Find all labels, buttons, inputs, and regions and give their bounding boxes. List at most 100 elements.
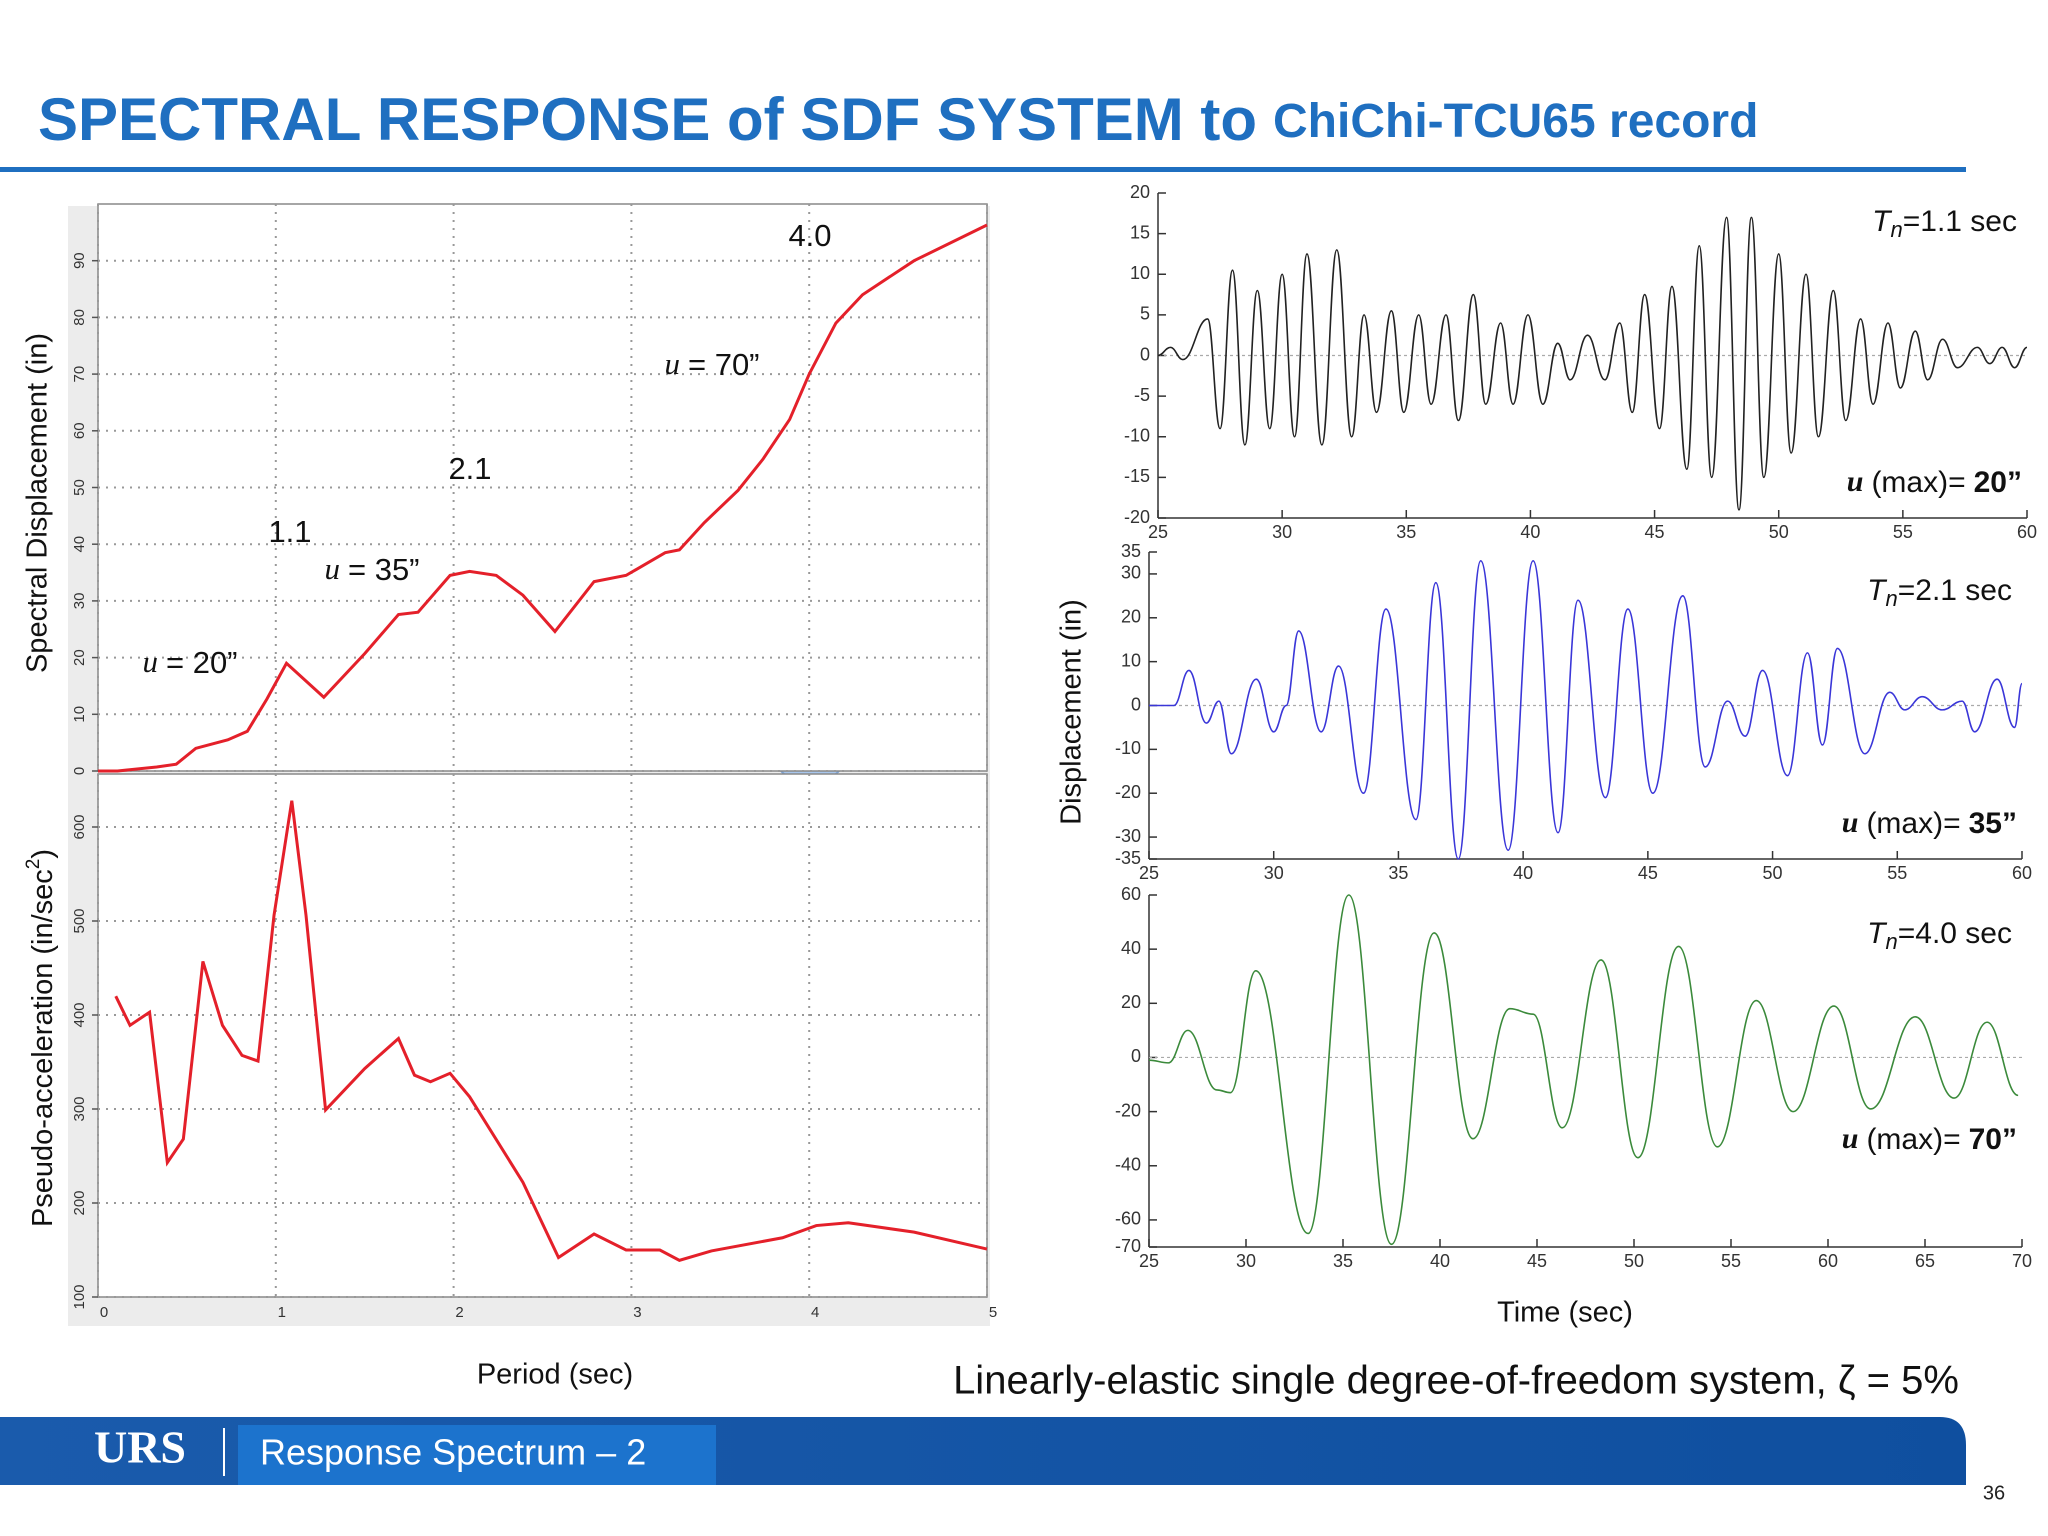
period-label: Tn=1.1 sec [1872,205,2017,242]
plot-area [97,773,988,1298]
y-tick-label: 90 [71,252,88,269]
series-line [114,800,988,1262]
x-tick-label: 1 [278,1304,286,1321]
x-axis-label: Period (sec) [477,1359,633,1391]
y-tick-label: -20 [1115,1100,1141,1120]
period-label: Tn=2.1 sec [1867,574,2012,611]
x-tick-label: 70 [2012,1251,2032,1271]
plot-area [97,203,988,772]
max-text: (max)= [1871,466,1965,499]
x-tick-label: 50 [1624,1251,1644,1271]
y-tick-label: 20 [71,649,88,666]
period-symbol: T [1872,205,1893,238]
y-tick-label: 20 [1130,182,1150,202]
footer-section: Response Spectrum – 2 [260,1432,646,1473]
page-number: 36 [1983,1482,2005,1504]
annotation-value: = 20” [166,645,238,680]
period-symbol: T [1867,574,1888,607]
x-tick-label: 30 [1264,863,1284,883]
x-tick-label: 55 [1893,522,1913,542]
max-text: (max)= [1866,1123,1960,1156]
x-tick-label: 60 [2012,863,2032,883]
max-value: 20” [1974,466,2022,499]
period-text: =4.0 sec [1898,917,2012,950]
annotation-value: = 70” [688,347,760,382]
y-tick-label: 0 [1140,344,1150,364]
series-line [1148,559,2023,860]
y-tick-label: 600 [71,814,88,839]
y-tick-label: -70 [1115,1236,1141,1256]
y-tick-label: -5 [1134,385,1150,405]
x-tick-label: 35 [1388,863,1408,883]
x-tick-label: 45 [1638,863,1658,883]
y-tick-label: -40 [1115,1155,1141,1175]
x-tick-label: 25 [1139,863,1159,883]
x-tick-label: 30 [1236,1251,1256,1271]
period-symbol: T [1867,917,1888,950]
y-axis-label: Pseudo-acceleration (in/sec2) [23,849,59,1227]
slide-title: SPECTRAL RESPONSE of SDF SYSTEM to ChiChi… [38,86,1758,153]
x-tick-label: 3 [633,1304,641,1321]
y-tick-label: 40 [1121,938,1141,958]
y-tick-label: 20 [1121,992,1141,1012]
period-subscript: n [1886,586,1898,611]
y-tick-label: -15 [1124,466,1150,486]
x-tick-label: 25 [1148,522,1168,542]
x-tick-label: 4 [811,1304,819,1321]
x-tick-label: 35 [1396,522,1416,542]
y-tick-label: 300 [71,1096,88,1121]
series-line [1157,216,2028,511]
annotation-value: = 35” [348,552,420,587]
y-tick-label: 40 [71,536,88,553]
x-tick-label: 35 [1333,1251,1353,1271]
y-tick-label: -60 [1115,1209,1141,1229]
y-tick-label: 10 [71,706,88,723]
max-value: 35” [1969,807,2017,840]
y-tick-label: -20 [1124,507,1150,527]
y-tick-label: -30 [1115,826,1141,846]
max-value: 70” [1969,1123,2017,1156]
x-tick-label: 55 [1721,1251,1741,1271]
y-axis-label: Spectral Displacement (in) [22,333,54,673]
y-tick-label: 20 [1121,607,1141,627]
max-label: u (max)= 35” [1842,806,2017,840]
footer-section-box [238,1425,716,1485]
y-tick-label: 0 [71,767,88,775]
max-symbol: u [1847,465,1864,498]
x-tick-label: 50 [1769,522,1789,542]
y-tick-label: 0 [1131,1046,1141,1066]
annotation: u = 20” [142,644,237,680]
annotation-symbol: u [664,346,680,381]
x-tick-label: 50 [1763,863,1783,883]
y-tick-label: 50 [71,479,88,496]
series-line [98,223,988,773]
annotation: 4.0 [788,218,831,253]
x-tick-label: 40 [1430,1251,1450,1271]
y-tick-label: 5 [1140,304,1150,324]
x-tick-label: 30 [1272,522,1292,542]
title-rule [0,167,1966,172]
annotation: u = 35” [324,551,419,587]
x-tick-label: 0 [100,1304,108,1321]
y-tick-label: 60 [71,422,88,439]
x-tick-label: 40 [1513,863,1533,883]
y-tick-label: 500 [71,908,88,933]
title-record: ChiChi-TCU65 record [1273,95,1758,148]
footer-logo: URS [94,1422,186,1473]
y-tick-label: -35 [1115,848,1141,868]
y-tick-label: 100 [71,1284,88,1309]
y-tick-label: 30 [1121,563,1141,583]
period-text: =1.1 sec [1903,205,2017,238]
period-subscript: n [1891,217,1903,242]
x-tick-label: 45 [1527,1251,1547,1271]
y-tick-label: 80 [71,309,88,326]
y-axis-label-main: Pseudo-acceleration (in/sec [27,869,59,1227]
max-label: u (max)= 70” [1842,1122,2017,1156]
max-text: (max)= [1866,807,1960,840]
x-tick-label: 25 [1139,1251,1159,1271]
y-tick-label: 400 [71,1002,88,1027]
y-tick-label: 60 [1121,884,1141,904]
max-symbol: u [1842,1122,1859,1155]
y-tick-label: 30 [71,593,88,610]
